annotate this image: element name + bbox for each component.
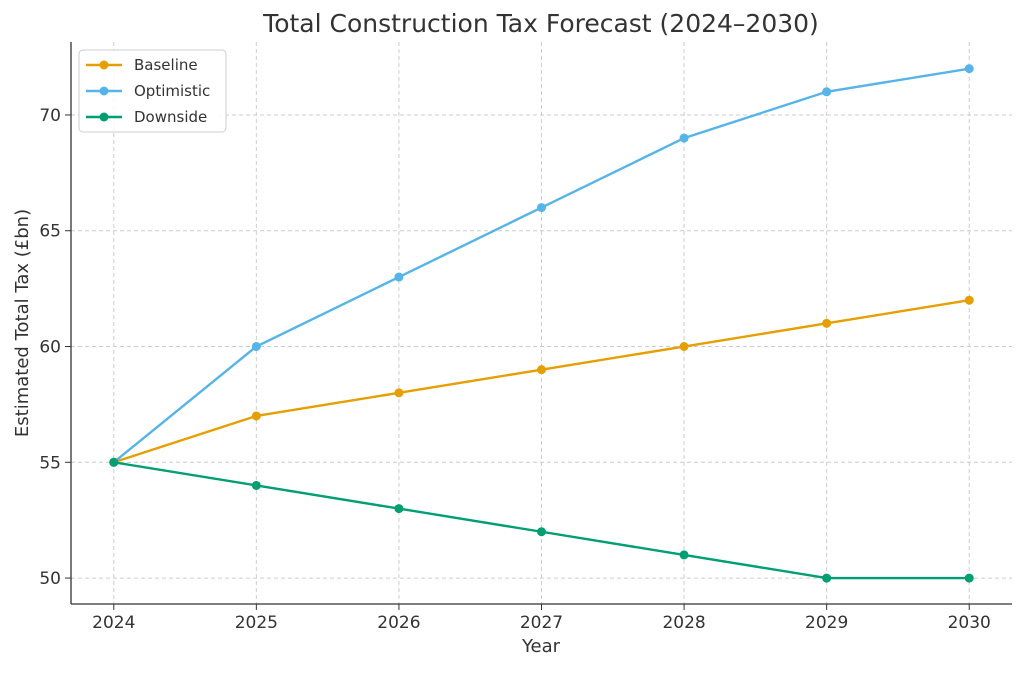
data-point-downside	[964, 573, 974, 583]
data-point-downside	[394, 504, 404, 514]
y-tick-label: 60	[39, 338, 61, 358]
legend-box	[78, 49, 227, 133]
x-tick-label: 2027	[520, 613, 563, 633]
data-point-optimistic	[251, 342, 261, 352]
x-tick-label: 2025	[235, 613, 278, 633]
x-axis-label: Year	[521, 636, 561, 657]
data-point-baseline	[537, 365, 546, 375]
data-point-baseline	[679, 342, 689, 352]
data-point-optimistic	[394, 272, 404, 282]
data-point-downside	[251, 480, 261, 490]
y-tick-label: 65	[39, 222, 61, 242]
data-point-optimistic	[964, 64, 974, 74]
data-point-optimistic	[822, 87, 832, 97]
y-tick-label: 55	[39, 453, 61, 473]
data-point-downside	[822, 573, 832, 583]
y-tick-label: 50	[39, 569, 61, 589]
x-tick-label: 2028	[662, 613, 705, 633]
legend-swatch-marker	[99, 60, 109, 70]
data-point-downside	[537, 527, 546, 537]
legend-swatch-marker	[99, 112, 109, 122]
data-point-optimistic	[679, 133, 689, 143]
legend-swatch-marker	[99, 86, 109, 96]
data-point-optimistic	[537, 203, 546, 213]
data-point-baseline	[251, 411, 261, 421]
legend-label: Optimistic	[134, 82, 210, 100]
data-point-baseline	[964, 295, 974, 305]
y-tick-label: 70	[39, 106, 61, 126]
y-axis-label: Estimated Total Tax (£bn)	[12, 209, 33, 437]
legend: Baseline Optimistic Downside	[78, 49, 227, 133]
x-tick-label: 2030	[948, 613, 991, 633]
data-point-baseline	[822, 318, 832, 328]
x-tick-label: 2029	[805, 613, 848, 633]
axes: 2024 2025 2026 2027 2028 2029 2030 50 55 60 65 70	[39, 42, 1012, 633]
legend-label: Downside	[134, 108, 207, 126]
x-tick-label: 2024	[92, 613, 135, 633]
legend-label: Baseline	[134, 56, 198, 74]
series-group	[109, 64, 974, 583]
chart-title: Total Construction Tax Forecast (2024–20…	[262, 9, 819, 38]
data-point-baseline	[394, 388, 404, 398]
data-point-downside	[679, 550, 689, 560]
x-tick-label: 2026	[377, 613, 420, 633]
data-point-downside	[109, 457, 119, 467]
